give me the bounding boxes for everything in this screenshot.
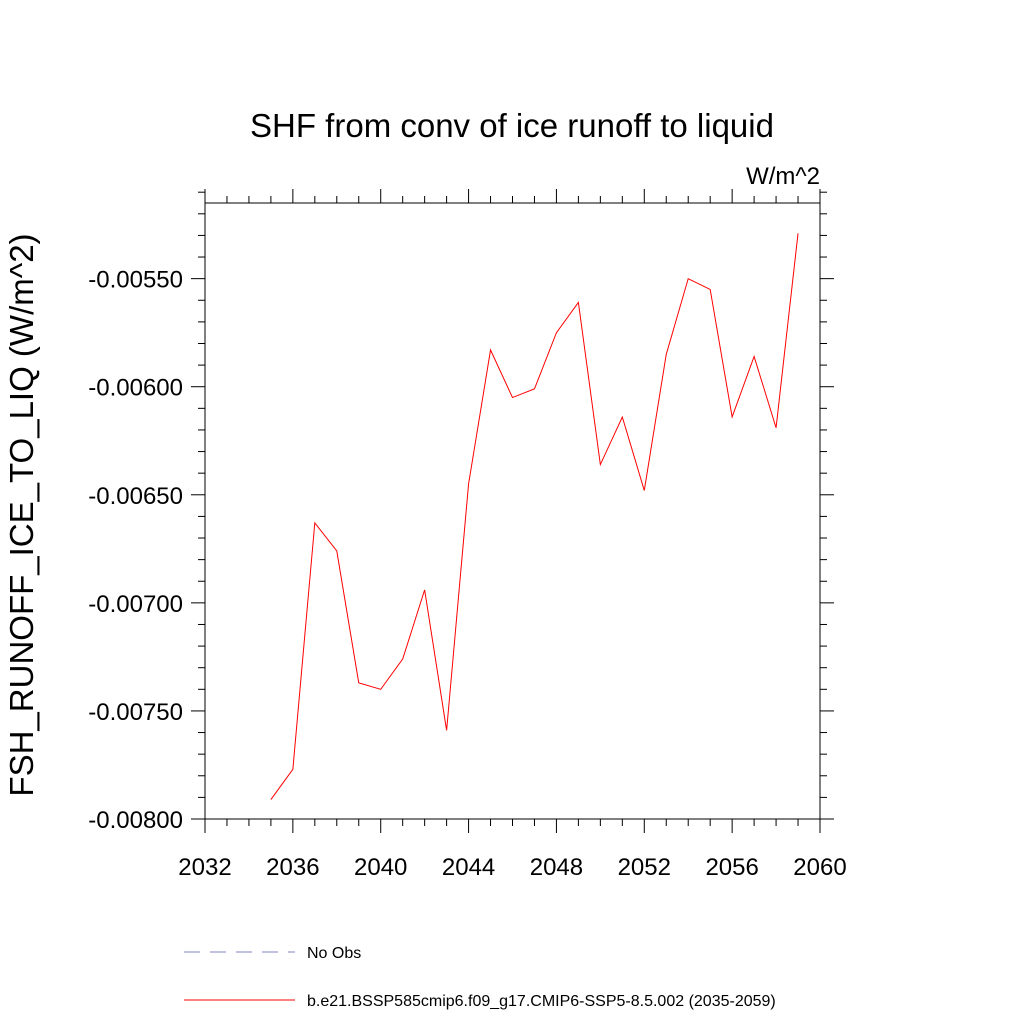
x-tick-label: 2048 — [530, 854, 583, 881]
x-tick-label: 2032 — [178, 854, 231, 881]
series-layer — [270, 233, 799, 800]
y-tick-label: -0.00750 — [88, 699, 183, 726]
axis-ticks — [191, 189, 834, 833]
x-tick-label: 2044 — [442, 854, 495, 881]
y-tick-label: -0.00600 — [88, 375, 183, 402]
y-tick-label: -0.00700 — [88, 591, 183, 618]
y-tick-label: -0.00550 — [88, 267, 183, 294]
series-line — [270, 233, 799, 800]
y-axis-label: FSH_RUNOFF_ICE_TO_LIQ (W/m^2) — [3, 233, 40, 796]
legend: No Obs b.e21.BSSP585cmip6.f09_g17.CMIP6-S… — [184, 945, 776, 1010]
units-label: W/m^2 — [746, 163, 820, 190]
x-tick-label: 2052 — [618, 854, 671, 881]
plot-frame — [204, 202, 821, 820]
axis-tick-labels: 2032 2036 2040 2044 2048 2052 2056 2060 -0.00800… — [88, 267, 846, 881]
chart-title: SHF from conv of ice runoff to liquid — [250, 107, 774, 144]
y-tick-label: -0.00650 — [88, 483, 183, 510]
legend-label: No Obs — [307, 945, 361, 962]
x-tick-label: 2036 — [266, 854, 319, 881]
legend-label: b.e21.BSSP585cmip6.f09_g17.CMIP6-SSP5-8.… — [307, 993, 776, 1010]
x-tick-label: 2056 — [705, 854, 758, 881]
x-tick-label: 2060 — [793, 854, 846, 881]
x-tick-label: 2040 — [354, 854, 407, 881]
y-tick-label: -0.00800 — [88, 807, 183, 834]
